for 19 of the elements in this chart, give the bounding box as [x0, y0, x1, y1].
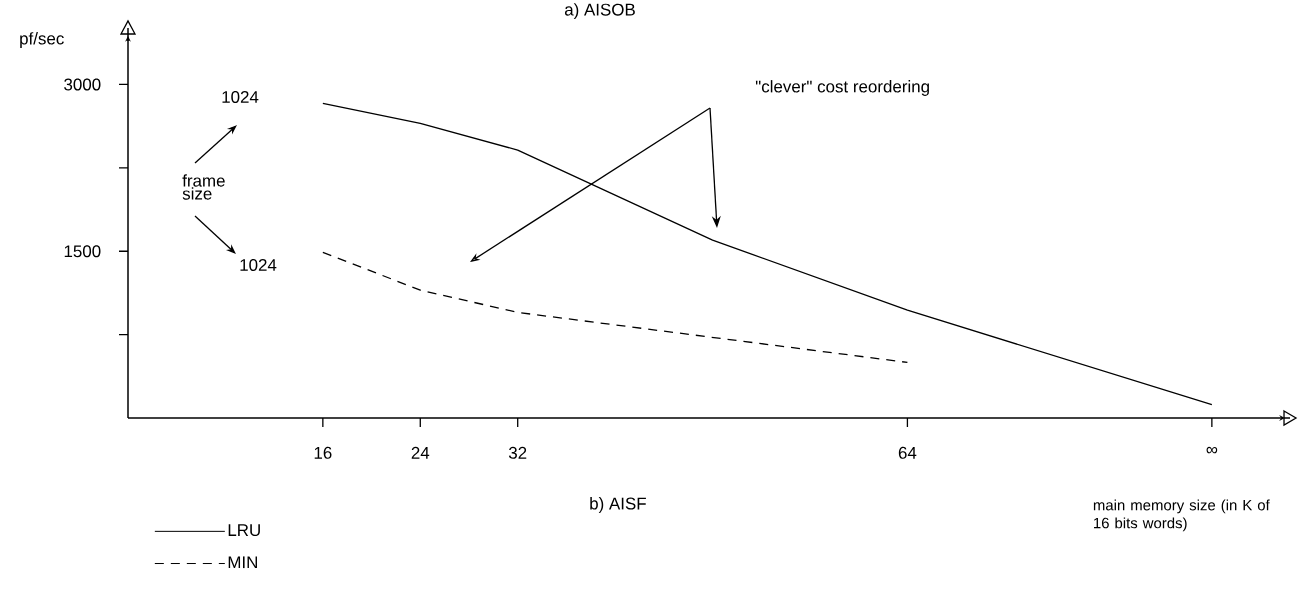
x-tick-label: 64: [898, 446, 917, 459]
legend-label: MIN: [228, 556, 257, 569]
line-series: [322, 251, 909, 364]
x-tick-label: 24: [411, 446, 430, 459]
line-series: [322, 102, 1213, 406]
x-tick-label: 32: [508, 446, 527, 459]
legend-label: LRU: [228, 524, 260, 537]
annotation: frame size: [182, 174, 225, 200]
text: a) AISOB: [564, 3, 635, 19]
y-axis-title: pf/sec: [20, 32, 64, 48]
x-tick-label: ∞: [1206, 446, 1218, 454]
y-tick-label: 3000: [64, 78, 101, 91]
annotation: 1024: [240, 259, 277, 271]
y-tick-label: 1500: [64, 245, 101, 258]
x-tick-label: 16: [314, 446, 332, 459]
text: b) AISF: [590, 497, 646, 513]
annotation: 1024: [222, 91, 259, 103]
annotation: "clever" cost reordering: [755, 80, 929, 96]
x-axis-title: main memory size (in K of 16 bits words): [1093, 499, 1270, 532]
